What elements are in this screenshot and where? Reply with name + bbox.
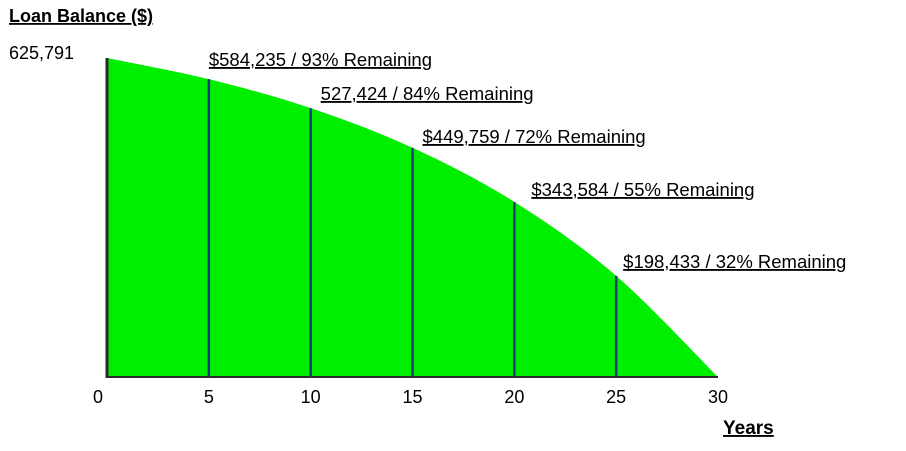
x-tick-label: 30 bbox=[708, 387, 728, 407]
x-tick-label: 10 bbox=[301, 387, 321, 407]
marker-label-year-25: $198,433 / 32% Remaining bbox=[623, 251, 846, 272]
x-tick-label: 0 bbox=[93, 387, 103, 407]
marker-label-year-20: $343,584 / 55% Remaining bbox=[531, 179, 754, 200]
y-axis-label: Loan Balance ($) bbox=[9, 6, 153, 26]
x-tick-label: 20 bbox=[504, 387, 524, 407]
x-tick-label: 5 bbox=[204, 387, 214, 407]
x-axis-label: Years bbox=[723, 418, 774, 439]
y-max-value-label: 625,791 bbox=[9, 43, 74, 63]
marker-label-year-5: $584,235 / 93% Remaining bbox=[209, 49, 432, 70]
marker-label-year-15: $449,759 / 72% Remaining bbox=[423, 126, 646, 147]
x-tick-label: 15 bbox=[402, 387, 422, 407]
label-layer: Loan Balance ($) 625,791 Years bbox=[9, 6, 774, 439]
x-tick-label: 25 bbox=[606, 387, 626, 407]
marker-label-year-10: 527,424 / 84% Remaining bbox=[321, 83, 534, 104]
plot-area: $584,235 / 93% Remaining 527,424 / 84% Re… bbox=[93, 49, 846, 407]
